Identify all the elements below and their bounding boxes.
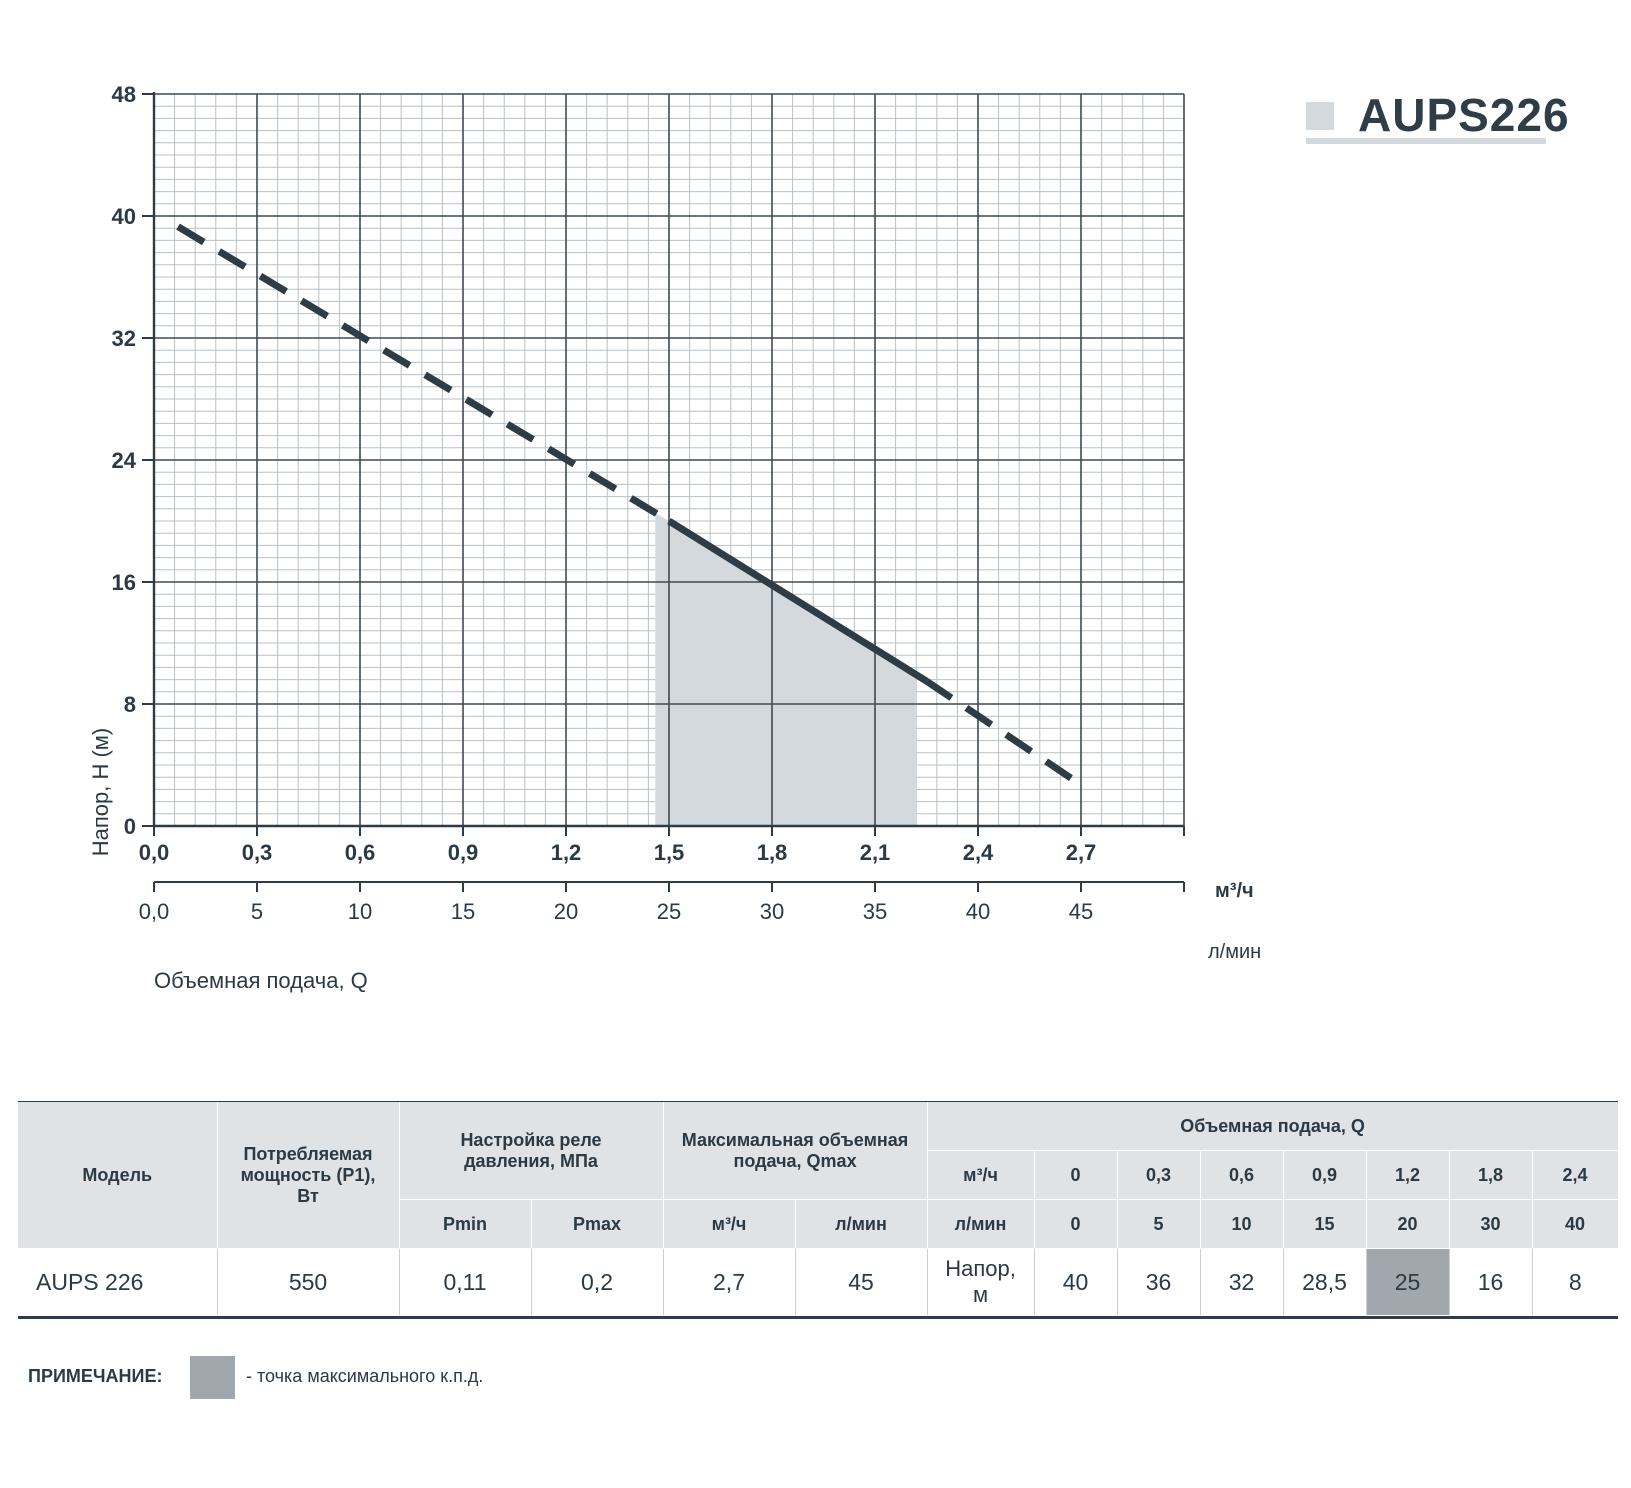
table-row: AUPS 226 550 0,11 0,2 2,7 45 Напор, м 40… xyxy=(18,1248,1618,1315)
cell-head-0: 40 xyxy=(1034,1248,1118,1315)
model-badge: AUPS226 xyxy=(1306,89,1569,150)
x-tick-label-m3h: 0,0 xyxy=(139,840,170,865)
x-tick-label-lmin: 15 xyxy=(451,899,475,924)
model-title: AUPS226 xyxy=(1358,89,1570,141)
cell-qmax-m3h: 2,7 xyxy=(663,1248,796,1315)
x-tick-label-m3h: 0,6 xyxy=(345,840,376,865)
y-axis-label: Напор, H (м) xyxy=(88,728,113,857)
cell-pmax: 0,2 xyxy=(531,1248,664,1315)
x-axis-label: Объемная подача, Q xyxy=(154,968,368,993)
note-label: ПРИМЕЧАНИЕ: xyxy=(28,1366,163,1386)
x-tick-label-lmin: 10 xyxy=(348,899,372,924)
curve-segment-solid xyxy=(667,518,929,685)
x-tick-labels-lmin: 0,0 5 10 15 20 25 30 35 40 45 xyxy=(139,882,1185,924)
header-flow-lmin-5: 30 xyxy=(1449,1199,1533,1249)
max-efficiency-swatch xyxy=(190,1356,235,1399)
header-flow-m3h-0: 0 xyxy=(1034,1150,1118,1200)
legend-note: ПРИМЕЧАНИЕ: - точка максимального к.п.д. xyxy=(28,1356,628,1400)
header-flow-m3h-3: 0,9 xyxy=(1283,1150,1367,1200)
x-unit-lmin: л/мин xyxy=(1208,941,1261,963)
header-flow-m3h-1: 0,3 xyxy=(1117,1150,1201,1200)
x-tick-label-lmin: 35 xyxy=(863,899,887,924)
header-flow-lmin-1: 5 xyxy=(1117,1199,1201,1249)
header-flow-lmin-0: 0 xyxy=(1034,1199,1118,1249)
x-tick-label-lmin: 40 xyxy=(966,899,990,924)
cell-model: AUPS 226 xyxy=(18,1248,218,1315)
cell-head-4-max-efficiency: 25 xyxy=(1366,1248,1450,1315)
x-tick-label-m3h: 2,7 xyxy=(1066,840,1097,865)
header-pmax: Pmax xyxy=(531,1199,664,1249)
x-tick-label-m3h: 2,1 xyxy=(860,840,891,865)
x-tick-label-lmin: 30 xyxy=(760,899,784,924)
header-model: Модель xyxy=(18,1102,218,1249)
curve-segment-dashed xyxy=(176,223,671,525)
x-tick-label-lmin: 5 xyxy=(251,899,263,924)
header-pmin: Pmin xyxy=(399,1199,532,1249)
header-flow: Объемная подача, Q xyxy=(927,1102,1619,1151)
header-flow-lmin-label: л/мин xyxy=(927,1199,1035,1249)
x-tick-label-lmin: 0,0 xyxy=(139,899,170,924)
header-relay: Настройка реле давления, МПа xyxy=(399,1102,664,1200)
header-flow-m3h-4: 1,2 xyxy=(1366,1150,1450,1200)
header-flow-lmin-2: 10 xyxy=(1200,1199,1284,1249)
x-tick-labels-m3h: 0,0 0,3 0,6 0,9 1,2 1,5 1,8 2,1 2,4 2,7 xyxy=(139,826,1185,865)
curve-segment-dashed xyxy=(924,678,1083,788)
x-tick-label-m3h: 1,2 xyxy=(551,840,582,865)
y-tick-label: 40 xyxy=(112,204,136,229)
header-flow-m3h-5: 1,8 xyxy=(1449,1150,1533,1200)
y-tick-label: 16 xyxy=(112,570,136,595)
cell-head-1: 36 xyxy=(1117,1248,1201,1315)
x-tick-label-m3h: 1,8 xyxy=(757,840,788,865)
header-qmax-m3h: м³/ч xyxy=(663,1199,796,1249)
badge-square-icon xyxy=(1306,102,1334,130)
x-tick-label-lmin: 45 xyxy=(1069,899,1093,924)
y-tick-label: 0 xyxy=(124,814,136,839)
cell-head-3: 28,5 xyxy=(1283,1248,1367,1315)
header-flow-lmin-4: 20 xyxy=(1366,1199,1450,1249)
badge-underline xyxy=(1306,138,1546,144)
header-flow-lmin-6: 40 xyxy=(1532,1199,1619,1249)
header-qmax: Максимальная объемная подача, Qmax xyxy=(663,1102,928,1200)
x-tick-label-lmin: 20 xyxy=(554,899,578,924)
table-bottom-rule xyxy=(18,1316,1618,1319)
x-tick-label-m3h: 2,4 xyxy=(963,840,994,865)
specification-table: Модель Потребляемая мощность (P1), Вт На… xyxy=(18,1102,1619,1315)
operating-range-area xyxy=(655,512,917,826)
header-flow-lmin-3: 15 xyxy=(1283,1199,1367,1249)
note-text: - точка максимального к.п.д. xyxy=(246,1366,484,1386)
x-tick-label-lmin: 25 xyxy=(657,899,681,924)
cell-pmin: 0,11 xyxy=(399,1248,532,1315)
header-power: Потребляемая мощность (P1), Вт xyxy=(217,1102,400,1249)
cell-qmax-lmin: 45 xyxy=(795,1248,928,1315)
header-flow-m3h-2: 0,6 xyxy=(1200,1150,1284,1200)
cell-head-2: 32 xyxy=(1200,1248,1284,1315)
cell-head-label: Напор, м xyxy=(927,1248,1035,1315)
header-flow-m3h-label: м³/ч xyxy=(927,1150,1035,1200)
y-tick-label: 48 xyxy=(112,82,136,107)
y-tick-label: 8 xyxy=(124,692,136,717)
header-qmax-lmin: л/мин xyxy=(795,1199,928,1249)
x-tick-label-m3h: 1,5 xyxy=(654,840,685,865)
cell-head-6: 8 xyxy=(1568,1268,1582,1295)
pump-performance-chart: 0 8 16 24 32 40 48 0,0 0,3 0,6 0,9 1,2 1,5 1,8 2,1 2,4… xyxy=(88,82,1261,993)
y-tick-labels: 0 8 16 24 32 40 48 xyxy=(112,82,154,839)
x-unit-m3h: м³/ч xyxy=(1215,880,1254,902)
y-tick-label: 32 xyxy=(112,326,136,351)
x-tick-label-m3h: 0,9 xyxy=(448,840,479,865)
y-tick-label: 24 xyxy=(112,448,137,473)
header-flow-m3h-6: 2,4 xyxy=(1532,1150,1619,1200)
cell-power: 550 xyxy=(217,1248,400,1315)
x-tick-label-m3h: 0,3 xyxy=(242,840,273,865)
performance-curve xyxy=(176,223,1083,788)
cell-head-5: 16 xyxy=(1449,1248,1533,1315)
